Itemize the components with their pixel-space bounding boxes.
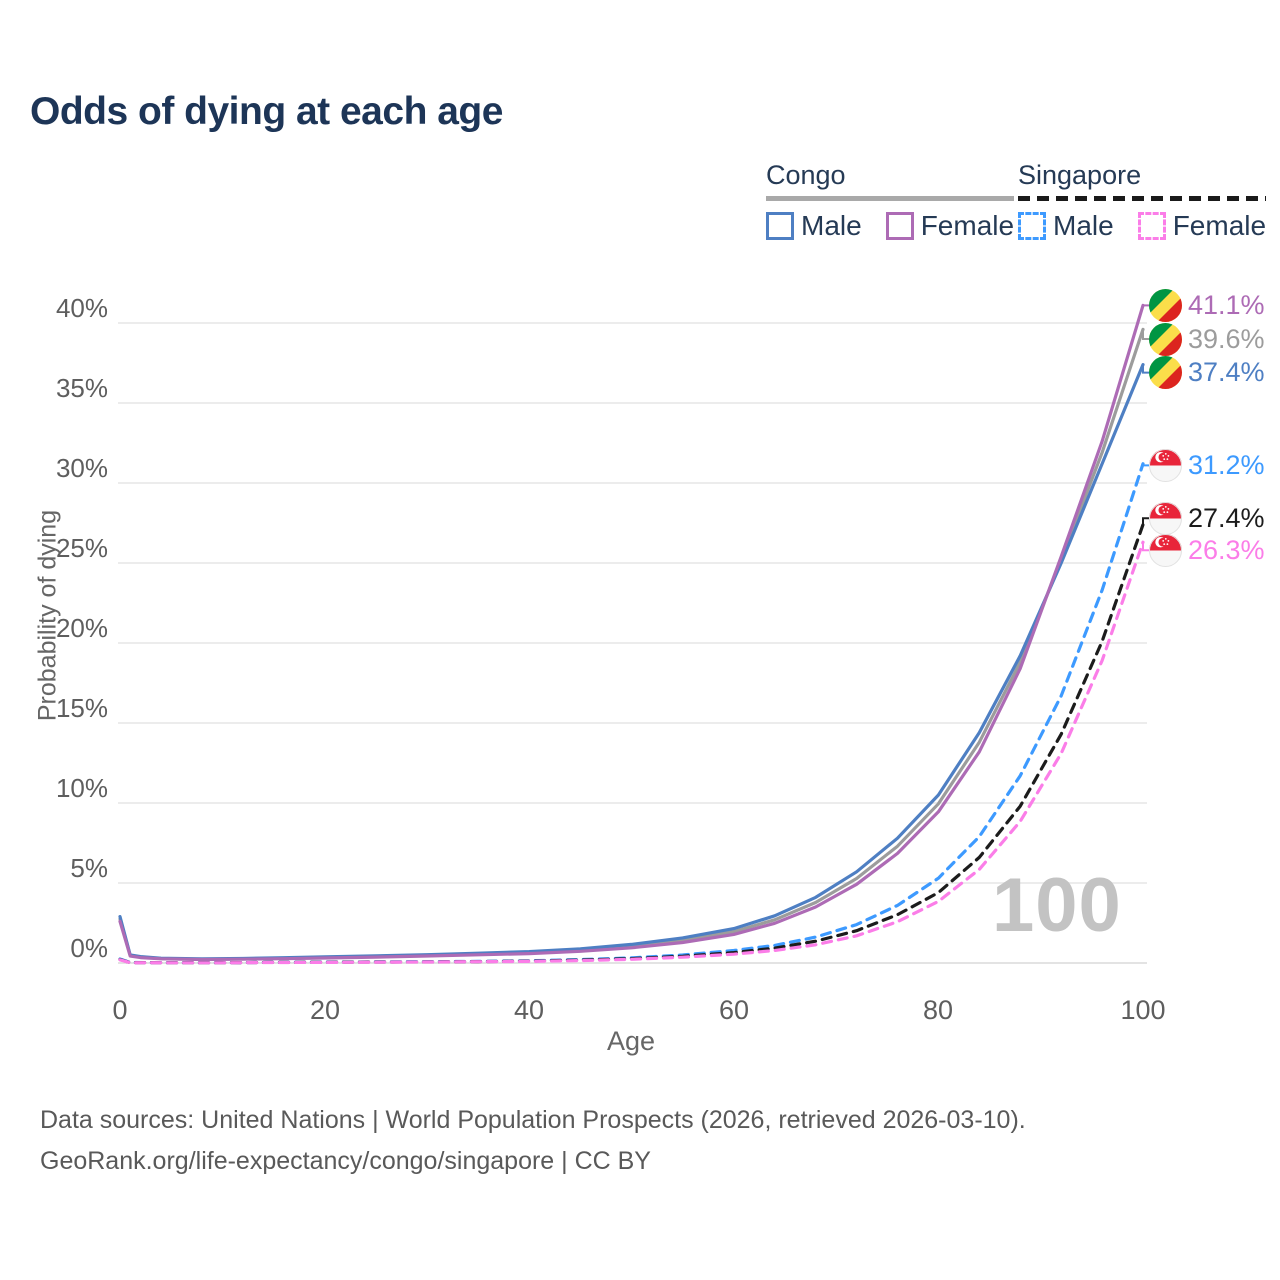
legend-item-singapore-female[interactable]: Female — [1137, 210, 1267, 242]
y-tick-5: 5% — [70, 853, 108, 883]
legend-item-congo-female[interactable]: Female — [885, 210, 1015, 242]
x-axis-title: Age — [606, 1026, 656, 1056]
singapore-flag-icon — [1149, 533, 1182, 567]
legend-item-singapore-male[interactable]: Male — [1018, 210, 1114, 242]
legend-group-congo: Congo Male Female — [766, 160, 1015, 242]
legend-label: Female — [920, 210, 1015, 241]
y-tick-0: 0% — [70, 933, 108, 963]
legend-group-singapore: Singapore Male Female — [1018, 160, 1267, 242]
end-label-congo-female: 41.1% — [1149, 288, 1265, 322]
legend-label: Male — [801, 210, 862, 241]
singapore-female-swatch-icon — [1137, 212, 1166, 240]
congo-flag-icon — [1149, 356, 1182, 390]
attribution-text: GeoRank.org/life-expectancy/congo/singap… — [40, 1147, 651, 1175]
y-axis-title: Probability of dying — [33, 509, 62, 722]
data-sources-text: Data sources: United Nations | World Pop… — [40, 1106, 1026, 1134]
congo-flag-icon — [1149, 322, 1182, 356]
x-tick-20: 20 — [309, 995, 341, 1025]
legend-underline-congo — [766, 196, 1015, 201]
y-tick-10: 10% — [55, 773, 108, 803]
x-tick-60: 60 — [718, 995, 750, 1025]
y-tick-15: 15% — [55, 693, 108, 723]
end-label-congo-male: 37.4% — [1149, 356, 1265, 390]
legend-label: Female — [1172, 210, 1267, 241]
singapore-flag-icon — [1149, 501, 1182, 535]
congo-male-swatch-icon — [766, 212, 794, 240]
hover-age-watermark: 100 — [992, 863, 1122, 948]
legend-header-congo: Congo — [766, 160, 846, 190]
legend-label: Male — [1053, 210, 1114, 241]
singapore-male-swatch-icon — [1018, 212, 1046, 240]
legend-underline-singapore — [1018, 196, 1267, 201]
y-tick-20: 20% — [55, 613, 108, 643]
page-title: Odds of dying at each age — [30, 90, 503, 133]
congo-flag-icon — [1149, 288, 1182, 322]
y-tick-35: 35% — [55, 373, 108, 403]
y-tick-25: 25% — [55, 533, 108, 563]
legend-item-congo-male[interactable]: Male — [766, 210, 862, 242]
x-tick-80: 80 — [922, 995, 954, 1025]
congo-female-swatch-icon — [885, 212, 914, 240]
end-label-singapore-both: 27.4% — [1149, 501, 1265, 535]
end-label-congo-both: 39.6% — [1149, 322, 1265, 356]
y-tick-30: 30% — [55, 453, 108, 483]
x-tick-0: 0 — [112, 995, 128, 1025]
end-label-singapore-male: 31.2% — [1149, 448, 1265, 482]
x-tick-100: 100 — [1120, 995, 1166, 1025]
y-tick-40: 40% — [55, 293, 108, 323]
x-tick-40: 40 — [513, 995, 545, 1025]
end-label-singapore-female: 26.3% — [1149, 533, 1265, 567]
legend-header-singapore: Singapore — [1018, 160, 1142, 190]
singapore-flag-icon — [1149, 448, 1182, 482]
